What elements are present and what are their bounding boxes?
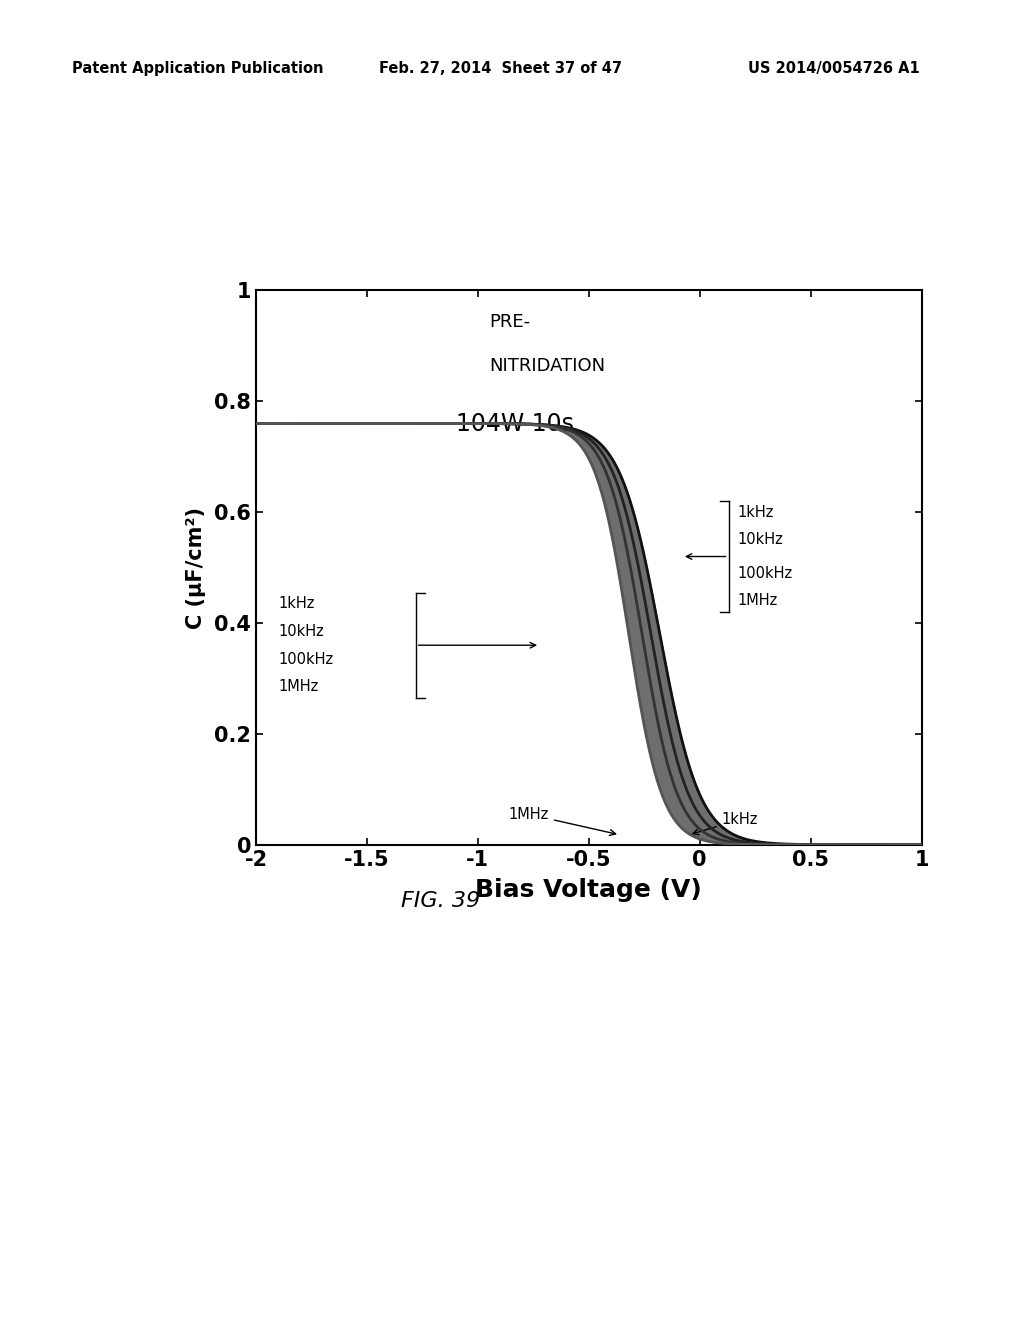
X-axis label: Bias Voltage (V): Bias Voltage (V) [475, 878, 702, 902]
Text: 1kHz: 1kHz [737, 504, 774, 520]
Text: 1MHz: 1MHz [737, 594, 777, 609]
Text: 100kHz: 100kHz [279, 652, 333, 667]
Text: Feb. 27, 2014  Sheet 37 of 47: Feb. 27, 2014 Sheet 37 of 47 [379, 61, 622, 75]
Text: 10kHz: 10kHz [279, 624, 324, 639]
Text: US 2014/0054726 A1: US 2014/0054726 A1 [748, 61, 920, 75]
Text: 1MHz: 1MHz [279, 680, 318, 694]
Text: Patent Application Publication: Patent Application Publication [72, 61, 324, 75]
Text: FIG. 39: FIG. 39 [400, 891, 480, 911]
Text: 104W 10s: 104W 10s [456, 412, 573, 437]
Y-axis label: C (μF/cm²): C (μF/cm²) [186, 507, 206, 628]
Text: 1kHz: 1kHz [693, 812, 759, 834]
Text: PRE-: PRE- [489, 313, 530, 330]
Text: 10kHz: 10kHz [737, 532, 783, 548]
Text: 1kHz: 1kHz [279, 597, 314, 611]
Text: 100kHz: 100kHz [737, 566, 793, 581]
Text: 1MHz: 1MHz [509, 807, 615, 836]
Text: NITRIDATION: NITRIDATION [489, 356, 605, 375]
